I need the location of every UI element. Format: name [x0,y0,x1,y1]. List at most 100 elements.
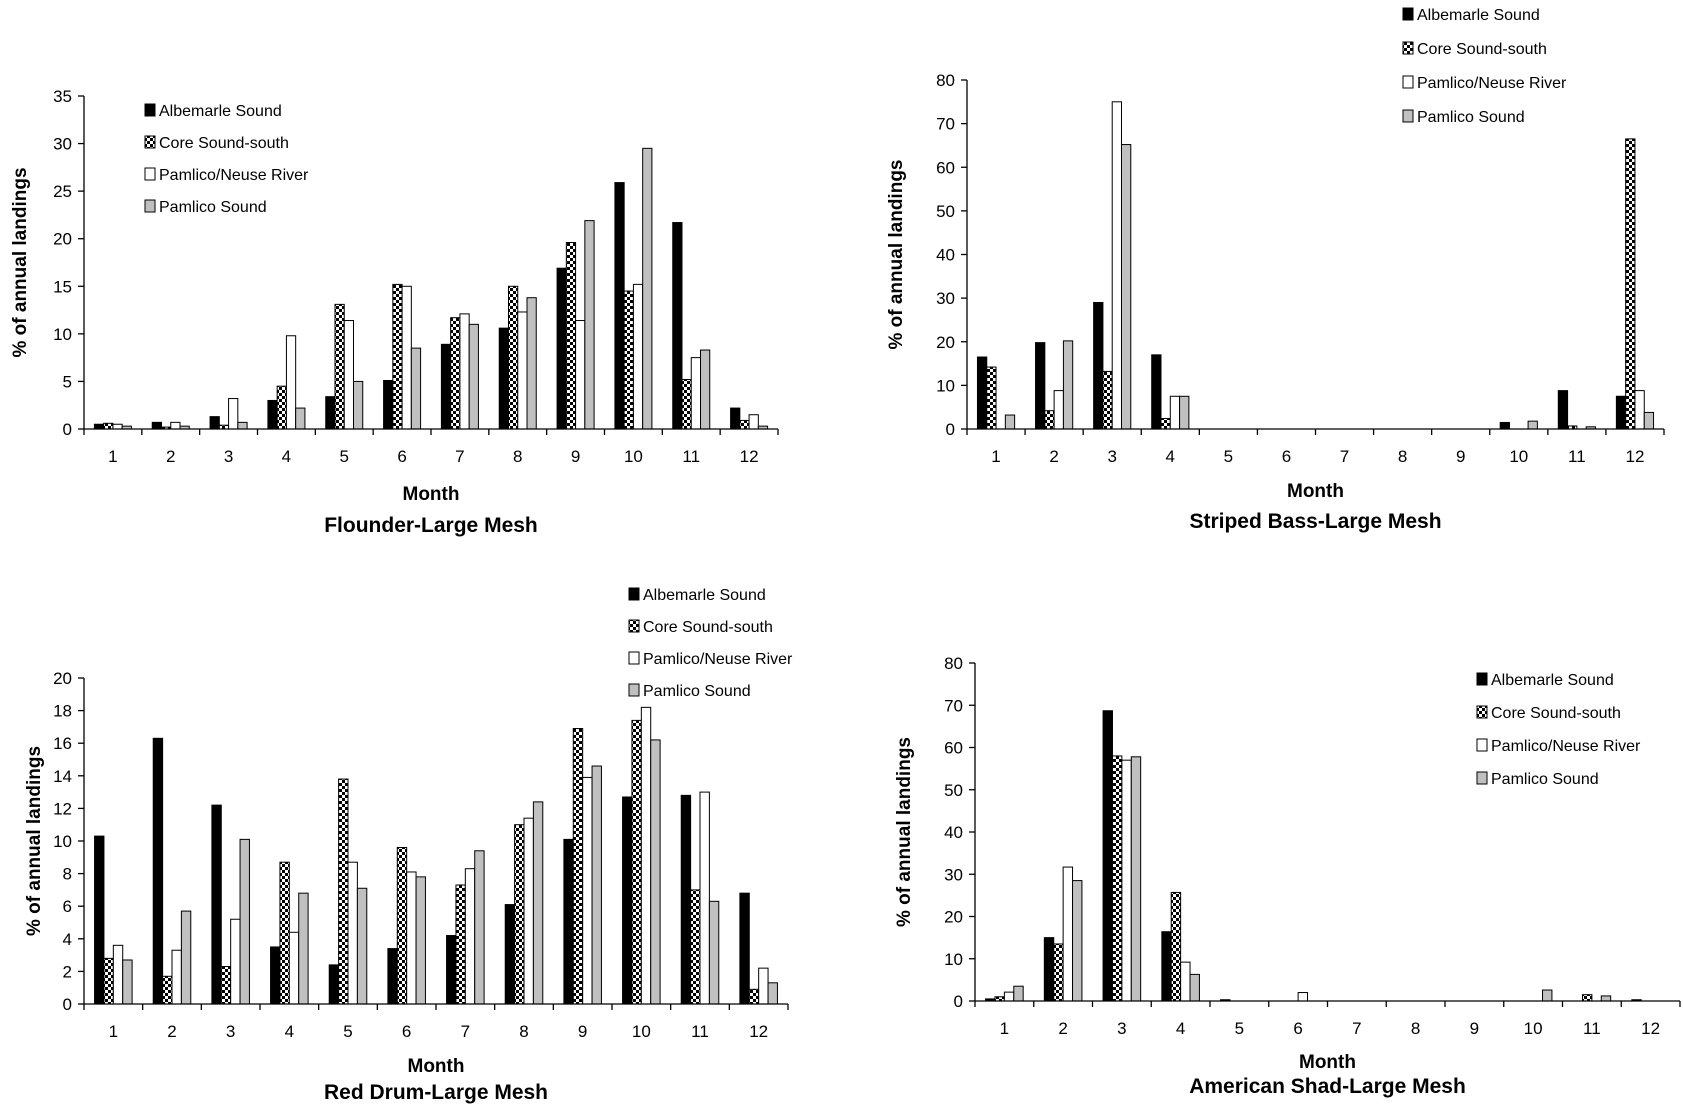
legend-label-pamlico-sound: Pamlico Sound [1491,771,1599,788]
legend-label-core-sound-south: Core Sound-south [159,135,289,152]
bar-pamlico-sound-month-2 [1062,340,1074,430]
y-tick-label: 0 [946,420,955,439]
y-tick-label: 16 [53,734,72,753]
bar-pamlico-neuse-river-month-9 [575,320,586,430]
bar-core-sound-south-month-2 [1044,410,1055,430]
bar-core-sound-south-month-6 [392,283,403,430]
bar-albemarle-sound-month-2 [151,421,162,430]
bar-pamlico-neuse-river-month-8 [523,817,534,1005]
x-axis-title: Month [403,484,460,505]
legend-swatch-pamlico-neuse-river [1402,75,1414,89]
bar-pamlico-sound-month-4 [1179,395,1190,430]
legend-label-core-sound-south: Core Sound-south [643,619,773,636]
x-tick-label: 4 [282,447,291,466]
y-tick-label: 20 [53,669,72,688]
bar-albemarle-sound-month-11 [672,222,683,430]
bar-albemarle-sound-month-10 [1499,421,1510,430]
bar-albemarle-sound-month-3 [1102,710,1113,1002]
bar-pamlico-neuse-river-month-6 [401,285,412,430]
legend-swatch-core-sound-south [144,135,156,149]
y-axis-title: % of annual landings [24,746,45,936]
bar-albemarle-sound-month-10 [614,182,625,430]
x-tick-label: 8 [1398,447,1407,466]
bar-albemarle-sound-month-9 [556,267,567,430]
x-tick-label: 11 [1568,447,1586,466]
y-tick-label: 20 [53,230,72,249]
bar-core-sound-south-month-10 [631,719,642,1005]
bar-pamlico-neuse-river-month-2 [1062,866,1074,1002]
bar-core-sound-south-month-8 [508,285,519,430]
bar-core-sound-south-month-10 [623,290,634,430]
bar-core-sound-south-month-9 [565,242,577,430]
chart-title: Flounder-Large Mesh [324,514,538,537]
bar-pamlico-neuse-river-month-9 [582,776,593,1005]
bar-pamlico-neuse-river-month-12 [748,414,759,430]
bar-albemarle-sound-month-2 [1043,937,1055,1002]
legend-swatch-albemarle-sound [1476,672,1488,686]
bar-core-sound-south-month-4 [1160,418,1171,430]
bar-core-sound-south-month-2 [162,975,173,1005]
bar-pamlico-sound-month-9 [584,220,595,430]
bar-core-sound-south-month-7 [450,317,461,430]
x-tick-label: 9 [578,1022,587,1041]
bar-albemarle-sound-month-12 [730,407,741,430]
bar-core-sound-south-month-12 [1625,138,1636,430]
x-tick-label: 11 [691,1022,709,1041]
y-tick-label: 30 [53,135,72,154]
bar-pamlico-neuse-river-month-4 [1169,395,1181,430]
legend-label-pamlico-neuse-river: Pamlico/Neuse River [1417,75,1567,92]
x-tick-label: 3 [1107,447,1116,466]
bar-pamlico-neuse-river-month-1 [112,423,123,430]
y-axis-title: % of annual landings [10,167,31,357]
bar-core-sound-south-month-12 [739,419,750,430]
y-tick-label: 40 [936,246,955,265]
legend-label-core-sound-south: Core Sound-south [1417,41,1547,58]
bar-pamlico-neuse-river-month-10 [640,706,652,1005]
bar-pamlico-sound-month-1 [122,959,133,1005]
y-tick-label: 14 [53,767,72,786]
bar-pamlico-neuse-river-month-5 [347,861,358,1005]
y-tick-label: 70 [936,115,955,134]
x-tick-label: 12 [1641,1019,1660,1038]
bar-core-sound-south-month-3 [220,966,232,1005]
y-tick-label: 80 [944,654,963,673]
y-tick-label: 10 [936,376,955,395]
bar-pamlico-neuse-river-month-7 [459,313,470,430]
x-tick-label: 6 [1282,447,1291,466]
bar-pamlico-sound-month-10 [1542,989,1553,1002]
legend-swatch-pamlico-sound [628,683,640,697]
bar-pamlico-neuse-river-month-2 [170,421,181,430]
bar-core-sound-south-month-6 [396,847,408,1005]
bar-pamlico-sound-month-5 [356,887,368,1005]
x-tick-label: 4 [1176,1019,1185,1038]
bar-pamlico-sound-month-3 [1121,144,1132,430]
bar-pamlico-sound-month-10 [642,147,653,430]
legend-swatch-pamlico-neuse-river [1476,738,1488,752]
x-tick-label: 12 [740,447,759,466]
bar-pamlico-neuse-river-month-3 [1121,759,1132,1002]
bar-core-sound-south-month-4 [279,861,290,1005]
bar-core-sound-south-month-1 [103,957,114,1005]
bar-pamlico-sound-month-2 [1072,880,1083,1002]
bar-pamlico-sound-month-11 [700,349,711,430]
y-tick-label: 10 [944,950,963,969]
bar-core-sound-south-month-8 [514,824,525,1005]
y-tick-label: 35 [53,87,72,106]
bar-albemarle-sound-month-1 [94,835,105,1005]
legend: Albemarle Sound Core Sound-south Pamlico/N… [628,587,793,700]
bar-pamlico-sound-month-3 [237,421,248,430]
x-tick-label: 11 [1583,1019,1601,1038]
y-tick-label: 60 [944,739,963,758]
bar-albemarle-sound-month-4 [270,946,281,1005]
bar-pamlico-sound-month-8 [526,297,537,430]
bar-core-sound-south-month-4 [1170,891,1182,1002]
legend-swatch-albemarle-sound [628,587,640,601]
bar-core-sound-south-month-5 [338,778,349,1005]
legend-swatch-core-sound-south [628,619,640,633]
x-tick-label: 2 [167,1022,176,1041]
bar-core-sound-south-month-11 [690,889,701,1005]
bar-core-sound-south-month-9 [572,728,584,1005]
